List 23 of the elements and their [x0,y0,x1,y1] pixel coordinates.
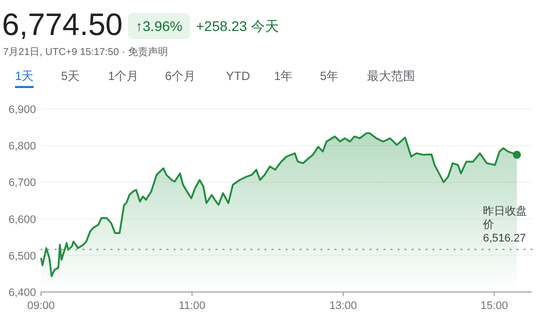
text: 1个月 [108,69,139,83]
y-tick-label: 6,700 [8,177,36,190]
text: 7月21日, UTC+9 15:17:50 · 免责声明 [3,46,168,58]
y-tick-label: 6,600 [8,214,36,226]
y-tick-label: 6,900 [8,104,36,116]
x-tick-label: 11:00 [178,300,206,312]
text: 5天 [61,69,80,83]
y-tick-label: 6,800 [8,140,36,153]
text: 1年 [274,69,293,83]
text: YTD [226,69,250,83]
chart-title: 6,774.50 [2,7,123,42]
text: 最大范围 [367,69,415,83]
text: 5年 [320,69,339,83]
text: 6个月 [165,69,196,83]
text: ↑3.96% [136,18,182,34]
text: +258.23 今天 [196,18,279,34]
x-tick-label: 13:00 [329,300,357,312]
x-tick-label: 15:00 [480,300,508,312]
text: 1天 [15,69,34,83]
y-tick-label: 6,400 [8,287,36,299]
ref-line-label: 昨日收盘价 6,516.27 [482,205,527,244]
x-tick-label: 09:00 [27,300,55,312]
y-tick-label: 6,500 [8,250,36,262]
